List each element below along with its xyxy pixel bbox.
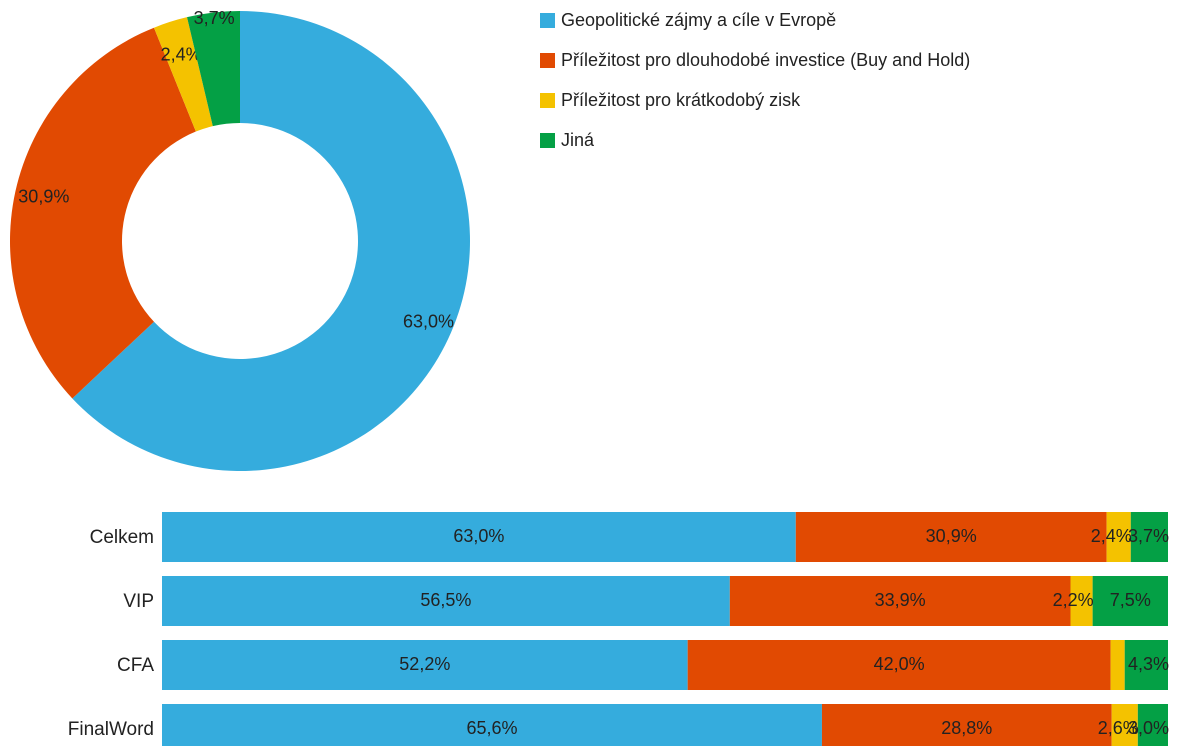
bar-segment-cfa-jina (1124, 640, 1168, 690)
bar-label-vip-geopoliticke-zajmy-a-cile-v-evrope: 56,5% (420, 590, 471, 610)
bar-segment-finalword-prilezitost-pro-kratkodoby-zisk (1111, 704, 1138, 746)
bar-label-finalword-prilezitost-pro-kratkodoby-zisk: 2,6% (1098, 718, 1139, 738)
bar-label-finalword-jina: 3,0% (1128, 718, 1169, 738)
bar-segment-celkem-geopoliticke-zajmy-a-cile-v-evrope (162, 512, 796, 562)
donut-label-prilezitost-pro-dlouhodobe-investice-buy-and-hold: 30,9% (18, 187, 69, 207)
category-label-finalword: FinalWord (68, 719, 154, 740)
legend-item-long-term: Příležitost pro dlouhodobé investice (Bu… (540, 48, 970, 72)
donut-label-geopoliticke-zajmy-a-cile-v-evrope: 63,0% (403, 311, 454, 331)
legend-label-long-term: Příležitost pro dlouhodobé investice (Bu… (561, 49, 971, 70)
category-label-cfa: CFA (117, 655, 154, 676)
legend-label-geopolitical: Geopolitické zájmy a cíle v Evropě (561, 9, 837, 30)
bar-label-finalword-prilezitost-pro-dlouhodobe-investice-buy-and-hold: 28,8% (941, 718, 992, 738)
bar-label-celkem-prilezitost-pro-dlouhodobe-investice-buy-and-hold: 30,9% (926, 526, 977, 546)
donut-slice-prilezitost-pro-kratkodoby-zisk (153, 17, 213, 132)
bar-segment-finalword-prilezitost-pro-dlouhodobe-investice-buy-and-hold (821, 704, 1112, 746)
bar-segment-vip-prilezitost-pro-kratkodoby-zisk (1070, 576, 1093, 626)
legend-swatch-geopolitical (540, 12, 555, 28)
bar-segment-cfa-prilezitost-pro-dlouhodobe-investice-buy-and-hold (687, 640, 1111, 690)
donut-slice-prilezitost-pro-dlouhodobe-investice-buy-and-hold (10, 27, 196, 399)
bar-label-cfa-prilezitost-pro-dlouhodobe-investice-buy-and-hold: 42,0% (874, 654, 925, 674)
bar-segment-finalword-geopoliticke-zajmy-a-cile-v-evrope (162, 704, 822, 746)
bar-label-celkem-jina: 3,7% (1128, 526, 1169, 546)
legend-swatch-short-term (540, 92, 555, 108)
donut-label-prilezitost-pro-kratkodoby-zisk: 2,4% (161, 45, 202, 65)
bar-label-cfa-geopoliticke-zajmy-a-cile-v-evrope: 52,2% (399, 654, 450, 674)
legend-label-other: Jiná (561, 129, 595, 150)
bar-label-celkem-prilezitost-pro-kratkodoby-zisk: 2,4% (1091, 526, 1132, 546)
legend-label-short-term: Příležitost pro krátkodobý zisk (561, 89, 801, 110)
stacked-bar-chart: Celkem 63,0% 30,9% 2,4%3,7% VIP 56,5% 33,9% 2,2… (68, 512, 1169, 746)
legend-swatch-long-term (540, 52, 555, 68)
bar-label-finalword-geopoliticke-zajmy-a-cile-v-evrope: 65,6% (466, 718, 517, 738)
bar-label-vip-prilezitost-pro-dlouhodobe-investice-buy-and-hold: 33,9% (875, 590, 926, 610)
donut-chart: 63,0% 30,9% 2,4% 3,7% (10, 8, 470, 471)
donut-slice-jina (187, 11, 240, 127)
legend-swatch-other (540, 132, 555, 148)
bar-segment-cfa-prilezitost-pro-kratkodoby-zisk (1110, 640, 1125, 690)
bar-label-celkem-geopoliticke-zajmy-a-cile-v-evrope: 63,0% (453, 526, 504, 546)
category-label-celkem: Celkem (90, 527, 154, 548)
bar-label-cfa-jina: 4,3% (1128, 654, 1169, 674)
bar-label-vip-jina: 7,5% (1110, 590, 1151, 610)
bar-segment-vip-prilezitost-pro-dlouhodobe-investice-buy-and-hold (729, 576, 1071, 626)
donut-label-jina: 3,7% (194, 8, 235, 28)
legend-item-short-term: Příležitost pro krátkodobý zisk (540, 88, 970, 112)
legend-item-other: Jiná (540, 128, 970, 152)
category-label-vip: VIP (123, 591, 154, 612)
bar-segment-celkem-jina (1130, 512, 1168, 562)
donut-slice-geopoliticke-zajmy-a-cile-v-evrope (72, 11, 470, 471)
bar-segment-celkem-prilezitost-pro-kratkodoby-zisk (1106, 512, 1131, 562)
bar-label-vip-prilezitost-pro-kratkodoby-zisk: 2,2% (1053, 590, 1094, 610)
bar-segment-vip-geopoliticke-zajmy-a-cile-v-evrope (162, 576, 730, 626)
bar-segment-finalword-jina (1137, 704, 1168, 746)
legend: Geopolitické zájmy a cíle v Evropě Příle… (540, 8, 970, 168)
bar-segment-vip-jina (1092, 576, 1168, 626)
bar-segment-cfa-geopoliticke-zajmy-a-cile-v-evrope (162, 640, 688, 690)
legend-item-geopolitical: Geopolitické zájmy a cíle v Evropě (540, 8, 970, 32)
bar-segment-celkem-prilezitost-pro-dlouhodobe-investice-buy-and-hold (795, 512, 1107, 562)
